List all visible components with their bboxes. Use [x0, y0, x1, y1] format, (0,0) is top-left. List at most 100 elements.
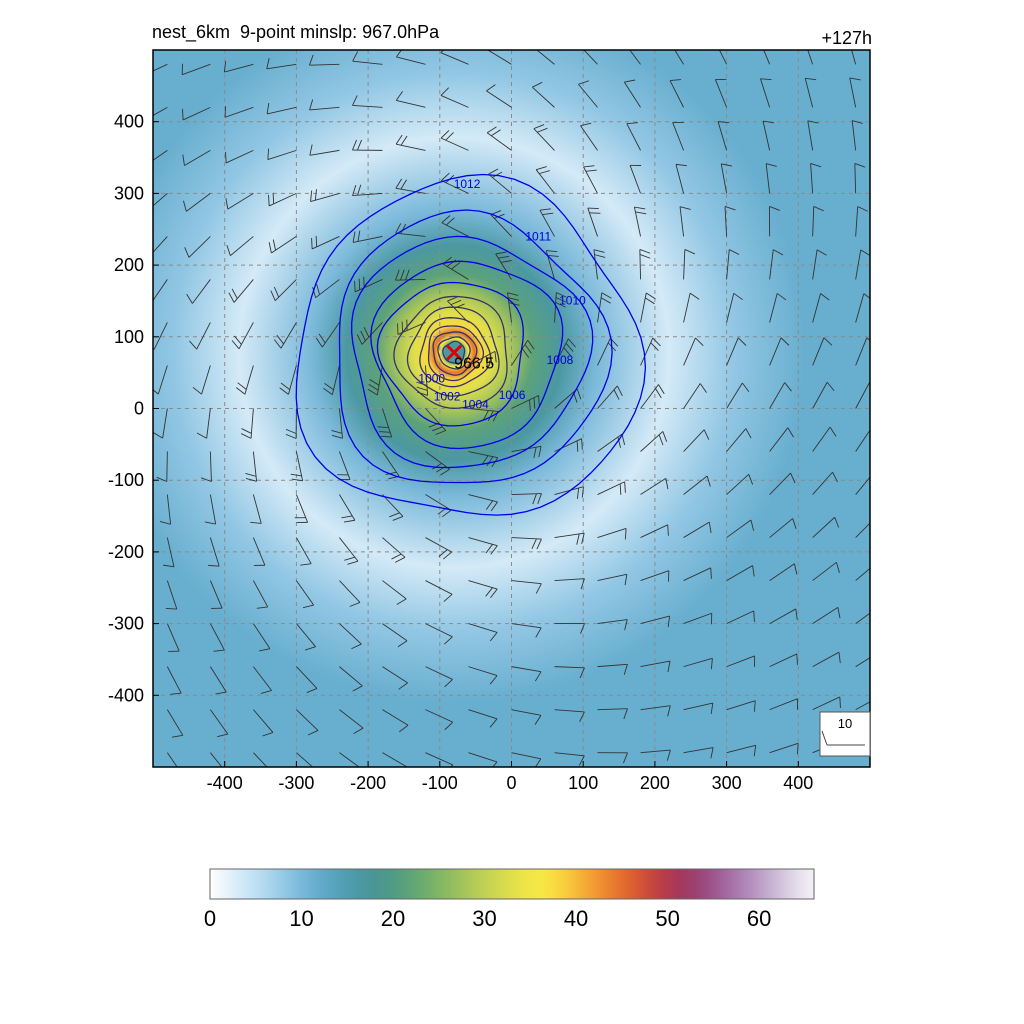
wind-barb-feather	[624, 528, 627, 540]
wind-barb-feather	[314, 189, 317, 201]
wind-barb	[166, 623, 180, 652]
wind-barb	[855, 337, 868, 366]
wind-barb-feather	[400, 179, 407, 190]
wind-barb-feather	[398, 682, 408, 690]
wind-barb	[640, 705, 671, 711]
wind-barb-feather	[836, 562, 840, 574]
wind-barb-feather	[377, 426, 389, 428]
pressure-contour	[338, 209, 613, 484]
wind-barb-feather	[450, 764, 454, 767]
contour-label: 1010	[559, 294, 586, 308]
wind-barb-feather	[494, 351, 497, 363]
wind-barb	[352, 104, 383, 108]
storm-center: 966.5	[446, 344, 494, 373]
wind-barb-feather	[398, 724, 409, 733]
wind-barb-feather	[639, 249, 651, 254]
wind-barb	[724, 206, 728, 237]
contour-label: 1000	[418, 372, 445, 386]
wind-barb	[726, 700, 756, 711]
wind-barb-feather	[344, 556, 355, 561]
wind-barb-feather	[532, 81, 543, 88]
wind-barb-feather	[710, 747, 714, 759]
wind-barb-feather	[488, 168, 499, 175]
pressure-contour	[376, 281, 524, 427]
wind-barb	[536, 50, 555, 65]
wind-barb-feather	[580, 122, 592, 127]
wind-barb-feather	[186, 293, 193, 304]
wind-barb-feather	[311, 237, 313, 249]
wind-reference-label: 10	[838, 716, 852, 731]
wind-barb	[812, 293, 821, 323]
wind-barb-feather	[787, 427, 794, 438]
wind-barb-feather	[443, 593, 453, 602]
wind-barb-feather	[508, 297, 519, 301]
wind-barb-feather	[624, 481, 626, 493]
wind-barb	[679, 206, 685, 237]
wind-barb	[812, 561, 837, 581]
wind-barb	[726, 565, 753, 581]
wind-barb-feather	[225, 198, 229, 210]
wind-barb	[166, 451, 168, 482]
wind-barb	[166, 494, 172, 525]
wind-barb-feather	[581, 438, 583, 450]
wind-barb	[855, 657, 870, 668]
wind-barb	[376, 365, 383, 396]
wind-barb	[382, 752, 408, 767]
wind-barb	[629, 50, 641, 65]
wind-barb-feather	[266, 103, 270, 115]
wind-barb-feather	[441, 215, 451, 224]
wind-barb-feather	[539, 170, 550, 175]
wind-barb-feather	[315, 235, 318, 247]
wind-barb	[166, 709, 184, 736]
wind-barb-feather	[626, 122, 638, 125]
wind-barb	[812, 696, 841, 711]
wind-barb-feather	[667, 524, 669, 536]
colorbar-tick-label: 50	[655, 906, 679, 931]
wind-barb-feather	[710, 567, 712, 579]
wind-barb	[683, 747, 714, 754]
wind-barb	[468, 709, 498, 720]
wind-barb-feather	[706, 475, 711, 487]
pressure-contour	[295, 173, 647, 516]
wind-barb-feather	[491, 129, 501, 137]
colorbar-tick-label: 10	[289, 906, 313, 931]
wind-barb-feather	[877, 516, 881, 526]
wind-barb	[468, 537, 498, 547]
wind-barb-feather	[223, 61, 227, 73]
x-tick-label: -400	[207, 773, 243, 793]
wind-barb	[812, 382, 828, 409]
wind-barb	[812, 249, 818, 280]
wind-barb-feather	[536, 166, 547, 171]
wind-barb-feather	[667, 660, 671, 672]
wind-barb-feather	[349, 602, 361, 607]
colorbar-tick-label: 0	[204, 906, 216, 931]
wind-barb-feather	[440, 50, 445, 53]
wind-barb	[812, 206, 815, 237]
wind-barb	[511, 666, 542, 673]
wind-barb-feather	[578, 80, 590, 85]
wind-barb-feather	[486, 456, 494, 467]
wind-barb-feather	[645, 297, 655, 305]
wind-barb	[812, 337, 825, 366]
colorbar-tick-label: 60	[747, 906, 771, 931]
wind-barb-feather	[432, 426, 443, 432]
wind-barb	[714, 79, 728, 108]
wind-barb-feather	[482, 410, 489, 421]
wind-barb	[807, 120, 814, 151]
wind-barb-feather	[863, 293, 870, 299]
wind-barb-feather	[650, 342, 659, 351]
wind-barb	[425, 709, 453, 723]
wind-barb-feather	[531, 538, 537, 549]
wind-barb	[718, 50, 728, 65]
wind-barb-feather	[529, 399, 531, 411]
wind-barb	[726, 655, 755, 668]
wind-barb-feather	[669, 79, 682, 82]
wind-barb	[578, 83, 598, 108]
wind-barb-feather	[304, 646, 316, 651]
wind-barb-feather	[235, 387, 246, 395]
wind-barb	[188, 236, 211, 258]
wind-barb-feather	[533, 397, 536, 409]
contour-label: 1011	[525, 229, 551, 243]
wind-barb-feather	[200, 477, 212, 482]
wind-barb-feather	[578, 755, 585, 766]
